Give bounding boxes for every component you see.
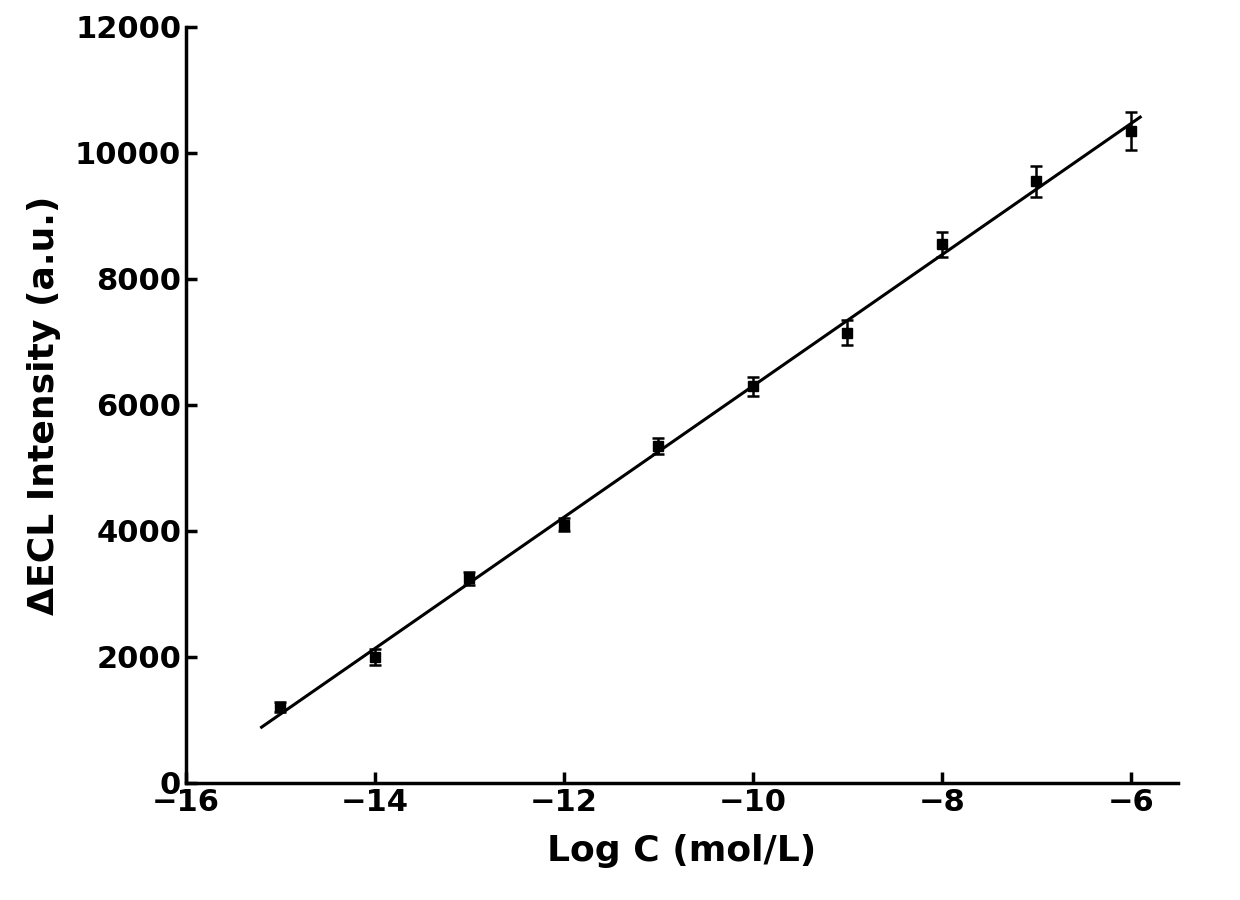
Y-axis label: ΔECL Intensity (a.u.): ΔECL Intensity (a.u.) <box>27 195 61 615</box>
X-axis label: Log C (mol/L): Log C (mol/L) <box>547 833 817 868</box>
